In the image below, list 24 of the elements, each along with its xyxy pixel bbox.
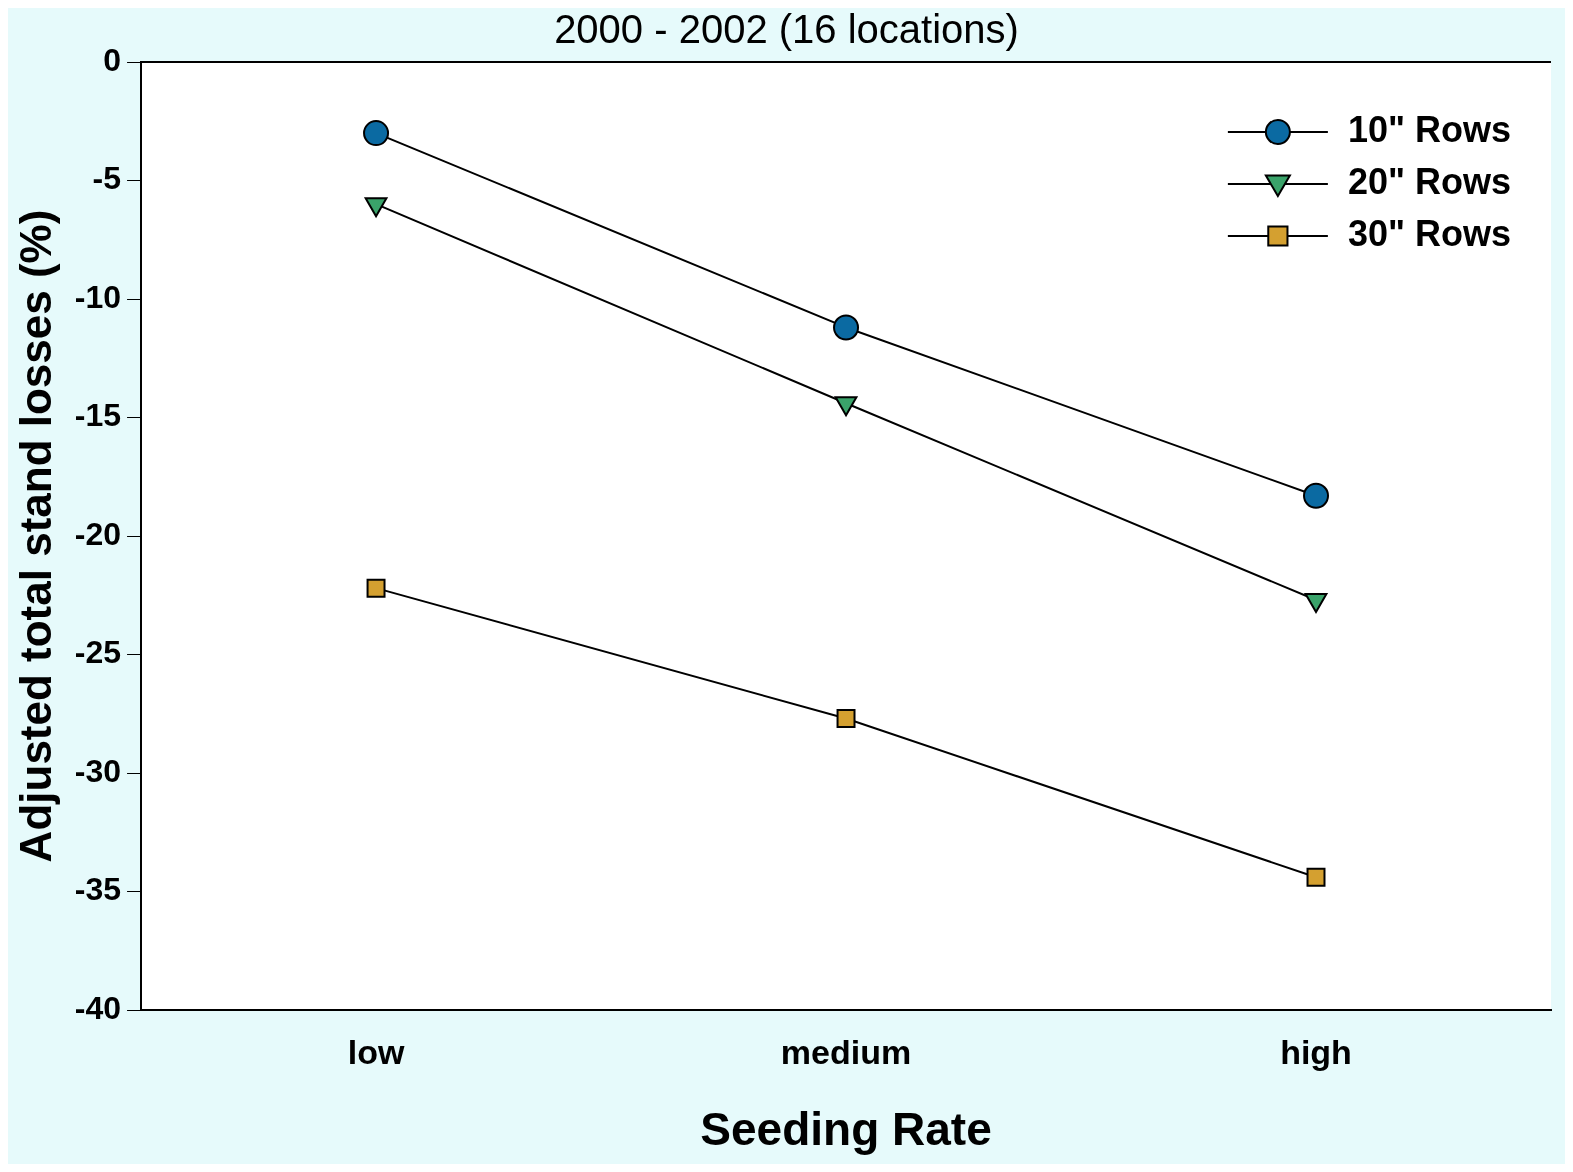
point <box>1303 482 1330 509</box>
legend-label: 10" Rows <box>1347 108 1511 150</box>
y-tick-label: -5 <box>92 160 122 197</box>
y-tick-label: -30 <box>74 752 122 789</box>
y-tick-label: -15 <box>74 397 122 434</box>
point <box>366 578 386 598</box>
y-tick-label: -10 <box>74 278 122 315</box>
y-tick-label: -35 <box>74 871 122 908</box>
y-tick-label: -20 <box>74 515 122 552</box>
chart-title: 2000 - 2002 (16 locations) <box>554 7 1019 52</box>
legend-label: 30" Rows <box>1347 212 1511 254</box>
x-tick-label: high <box>1280 1032 1352 1071</box>
point <box>833 314 860 341</box>
x-tick-label: medium <box>780 1032 912 1071</box>
legend-label: 20" Rows <box>1347 160 1511 202</box>
point <box>836 709 856 728</box>
y-tick-label: -25 <box>74 634 122 671</box>
point <box>363 120 390 147</box>
y-axis-title: Adjusted total stand losses (%) <box>10 209 60 863</box>
y-tick-label: -40 <box>74 989 122 1026</box>
x-axis-title: Seeding Rate <box>700 1103 992 1156</box>
x-tick-label: low <box>347 1032 405 1071</box>
point <box>1306 867 1326 887</box>
y-tick-label: 0 <box>103 41 122 78</box>
